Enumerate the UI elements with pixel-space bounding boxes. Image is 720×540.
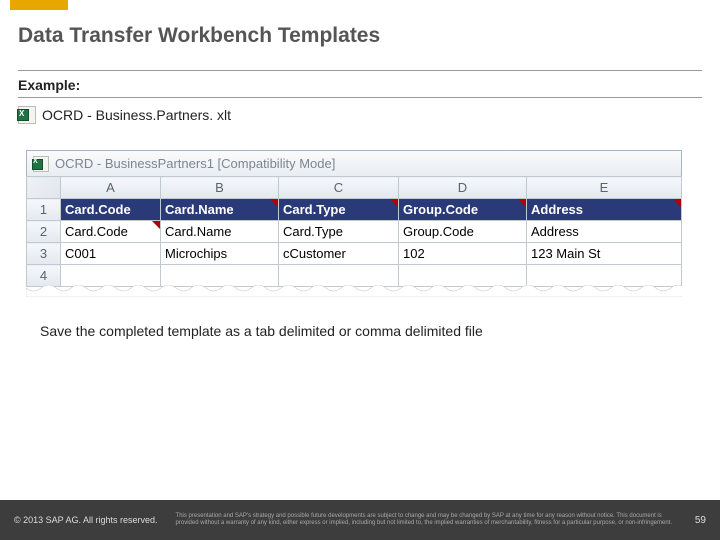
save-note: Save the completed template as a tab del… (40, 323, 702, 339)
cell[interactable]: Group.Code (399, 199, 527, 221)
col-header-D[interactable]: D (399, 177, 527, 199)
spreadsheet-grid[interactable]: A B C D E 1Card.CodeCard.NameCard.TypeGr… (26, 176, 682, 287)
disclaimer: This presentation and SAP's strategy and… (158, 513, 695, 527)
column-header-row: A B C D E (27, 177, 682, 199)
cell[interactable]: C001 (61, 243, 161, 265)
cell[interactable]: cCustomer (279, 243, 399, 265)
comment-marker-icon (673, 199, 681, 207)
cell[interactable]: Card.Type (279, 221, 399, 243)
page-title: Data Transfer Workbench Templates (18, 24, 702, 48)
row-header[interactable]: 3 (27, 243, 61, 265)
col-header-C[interactable]: C (279, 177, 399, 199)
title-divider (18, 70, 702, 71)
row-header[interactable]: 4 (27, 265, 61, 287)
row-header[interactable]: 1 (27, 199, 61, 221)
cell[interactable]: Card.Code (61, 221, 161, 243)
table-row: 2Card.CodeCard.NameCard.TypeGroup.CodeAd… (27, 221, 682, 243)
table-row: 4 (27, 265, 682, 287)
example-divider (18, 97, 702, 98)
cell[interactable]: Card.Name (161, 221, 279, 243)
comment-marker-icon (390, 199, 398, 207)
comment-marker-icon (518, 199, 526, 207)
main-content: Data Transfer Workbench Templates Exampl… (0, 10, 720, 339)
file-row: OCRD - Business.Partners. xlt (18, 106, 702, 124)
cell[interactable]: Microchips (161, 243, 279, 265)
cell[interactable]: Card.Code (61, 199, 161, 221)
cell[interactable] (161, 265, 279, 287)
cell[interactable] (399, 265, 527, 287)
example-label: Example: (18, 77, 702, 93)
cell[interactable]: Card.Type (279, 199, 399, 221)
accent-bar (10, 0, 68, 10)
excel-app-icon (33, 156, 49, 172)
table-row: 3C001MicrochipscCustomer102123 Main St (27, 243, 682, 265)
row-header[interactable]: 2 (27, 221, 61, 243)
col-header-B[interactable]: B (161, 177, 279, 199)
cell[interactable] (61, 265, 161, 287)
col-header-E[interactable]: E (527, 177, 682, 199)
comment-marker-icon (270, 199, 278, 207)
spreadsheet-titlebar[interactable]: OCRD - BusinessPartners1 [Compatibility … (26, 150, 682, 176)
cell[interactable]: Card.Name (161, 199, 279, 221)
cell[interactable]: Group.Code (399, 221, 527, 243)
page-number: 59 (695, 515, 706, 526)
col-header-A[interactable]: A (61, 177, 161, 199)
cell[interactable]: Address (527, 221, 682, 243)
comment-marker-icon (152, 221, 160, 229)
footer: © 2013 SAP AG. All rights reserved. This… (0, 500, 720, 540)
cell[interactable] (527, 265, 682, 287)
cell[interactable]: 102 (399, 243, 527, 265)
table-row: 1Card.CodeCard.NameCard.TypeGroup.CodeAd… (27, 199, 682, 221)
select-all-corner[interactable] (27, 177, 61, 199)
spreadsheet-title: OCRD - BusinessPartners1 [Compatibility … (55, 156, 335, 171)
spreadsheet-window: OCRD - BusinessPartners1 [Compatibility … (26, 150, 682, 297)
excel-file-icon (18, 106, 36, 124)
cell[interactable] (279, 265, 399, 287)
file-name: OCRD - Business.Partners. xlt (42, 107, 231, 123)
cell[interactable]: Address (527, 199, 682, 221)
torn-edge (26, 287, 682, 297)
copyright: © 2013 SAP AG. All rights reserved. (14, 515, 158, 525)
cell[interactable]: 123 Main St (527, 243, 682, 265)
